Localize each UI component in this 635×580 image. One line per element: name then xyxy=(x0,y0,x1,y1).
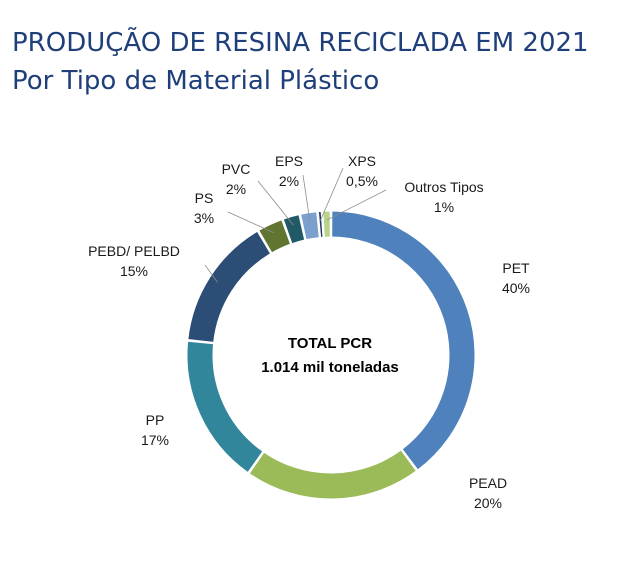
slice-label: XPS 0,5% xyxy=(346,153,378,189)
slice-label-name: Outros Tipos xyxy=(404,179,483,195)
slice-label-name: PET xyxy=(502,260,530,276)
leader-line xyxy=(204,264,218,283)
slice-label: PS 3% xyxy=(194,190,214,226)
leader-line xyxy=(257,180,294,226)
slice-pead xyxy=(248,449,418,500)
leader-line xyxy=(326,189,387,221)
slice-xps xyxy=(317,210,324,238)
title-line-2: Por Tipo de Material Plástico xyxy=(12,66,380,96)
labels-group: PET 40% PEAD 20% PP 17% PEBD/ PELBD 15% PS 3% PVC 2… xyxy=(88,153,530,511)
slice-pet xyxy=(331,210,476,471)
slice-eps xyxy=(299,211,320,241)
slice-label: Outros Tipos 1% xyxy=(404,179,483,215)
slice-label: PEBD/ PELBD 15% xyxy=(88,243,180,279)
slice-pvc xyxy=(282,214,306,245)
leader-lines-group xyxy=(204,167,387,283)
center-label-line-2: 1.014 mil toneladas xyxy=(261,359,399,376)
slice-label: PET 40% xyxy=(502,260,530,296)
chart-title: PRODUÇÃO DE RESINA RECICLADA EM 2021 Por… xyxy=(12,24,589,100)
slice-pp xyxy=(186,340,264,474)
slice-pebd-pelbd xyxy=(187,230,272,343)
slice-label-name: EPS xyxy=(275,153,303,169)
slice-label-value: 17% xyxy=(141,432,169,448)
slice-ps xyxy=(258,219,292,254)
slice-label-value: 20% xyxy=(474,495,502,511)
slice-label-name: PVC xyxy=(222,161,251,177)
slice-label-value: 40% xyxy=(502,280,530,296)
slice-label-name: PEAD xyxy=(469,475,507,491)
title-line-1: PRODUÇÃO DE RESINA RECICLADA EM 2021 xyxy=(12,28,589,58)
slices-group xyxy=(186,210,476,500)
slice-label-value: 2% xyxy=(226,181,246,197)
leader-line xyxy=(227,211,274,234)
slice-label: EPS 2% xyxy=(275,153,303,189)
slice-label-value: 2% xyxy=(279,173,299,189)
slice-label-value: 0,5% xyxy=(346,173,378,189)
slice-label-name: PP xyxy=(146,412,165,428)
slice-label-value: 3% xyxy=(194,210,214,226)
leader-line xyxy=(302,174,311,222)
leader-line xyxy=(320,167,344,221)
slice-label-name: XPS xyxy=(348,153,376,169)
slice-label-name: PEBD/ PELBD xyxy=(88,243,180,259)
center-label-line-1: TOTAL PCR xyxy=(288,335,372,352)
slice-label-value: 15% xyxy=(120,263,148,279)
slice-label: PP 17% xyxy=(141,412,169,448)
slice-label: PEAD 20% xyxy=(469,475,507,511)
slice-label: PVC 2% xyxy=(222,161,251,197)
slice-label-value: 1% xyxy=(434,199,454,215)
slice-label-name: PS xyxy=(195,190,214,206)
slice-outros-tipos xyxy=(322,210,331,238)
